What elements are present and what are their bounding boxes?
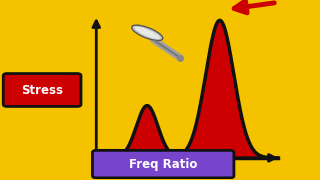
Text: Freq Ratio: Freq Ratio	[129, 158, 197, 171]
Ellipse shape	[135, 27, 160, 39]
FancyBboxPatch shape	[3, 74, 81, 106]
FancyBboxPatch shape	[92, 150, 234, 178]
Text: Stress: Stress	[21, 84, 63, 96]
Ellipse shape	[132, 25, 163, 40]
Polygon shape	[96, 20, 278, 158]
